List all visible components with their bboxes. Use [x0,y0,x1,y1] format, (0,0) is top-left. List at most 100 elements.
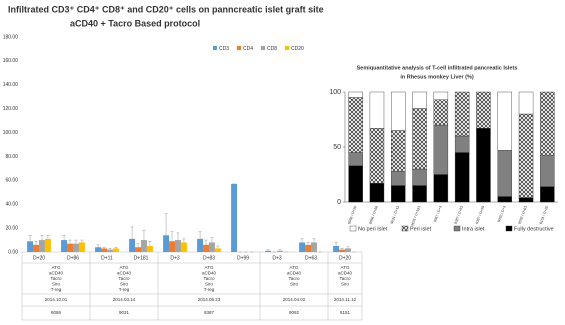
bar [197,238,204,252]
bar-segment [348,152,363,166]
error-bar [334,242,338,247]
bar [146,246,153,252]
error-bar [164,213,168,236]
bar-segment [518,91,534,115]
bar [180,242,187,252]
bar [44,238,51,252]
x-tick-label: D+3 [170,255,180,261]
y-tick-label: 50 [333,144,341,151]
bar [163,235,170,252]
group-protocol: Tacro [203,276,215,281]
error-bar [142,230,146,241]
error-bar [40,235,44,241]
error-bar [312,238,316,243]
bar [214,248,221,252]
bar [78,242,85,252]
legend-swatch [453,225,461,232]
bar-segment [391,91,406,131]
y-tick-label: 0 [337,199,341,206]
error-bar [216,245,220,249]
bar [175,240,181,252]
group-id: 8151 [340,310,351,315]
legend-swatch [213,46,217,50]
bar [345,248,351,252]
x-tick-label: D+20 [339,255,351,261]
bar [203,244,209,252]
chart-title: Infiltrated CD3⁺ CD4⁺ CD8⁺ and CD20⁺ cel… [8,4,324,14]
bar [112,248,119,252]
error-bar [80,239,84,243]
x-tick-label: 8086 / D+86 [368,205,378,224]
group-protocol: Tacro [118,276,130,281]
bar [209,242,215,252]
x-tick-label: 9387 / D+99 [475,205,485,224]
bar [305,244,311,252]
y-tick-label: 60.00 [5,178,18,184]
x-tick-label: 9387 / D+83 [454,205,464,224]
legend-label: Intra islet [462,226,485,232]
y-tick-label: 80.00 [5,154,18,160]
y-tick-label: 0.00 [8,249,18,255]
group-protocol: aCD40 [338,271,353,276]
error-bar [266,249,270,251]
bar [33,244,39,252]
x-tick-label: D+86 [67,255,79,261]
x-tick-label: 9092 / D+63 [518,205,528,224]
bar [311,242,317,252]
bar-segment [412,185,427,203]
group-protocol: Tacro [339,276,351,281]
bar-segment [412,108,427,170]
bar [299,242,306,252]
error-bar [28,235,32,242]
bar [101,248,107,252]
y-tick-label: 100.00 [3,130,19,136]
group-protocol: ATG [205,265,214,270]
bar [61,240,68,252]
group-protocol: Siro [341,282,349,287]
bar-segment [391,185,406,203]
group-protocol: aCD40 [202,271,217,276]
error-bar [62,235,66,241]
legend-label: CD8 [267,46,277,52]
bar [67,243,73,252]
group-id: 9031 [119,310,130,315]
legend-swatch [237,46,241,50]
bar [231,183,238,252]
error-bar [278,249,282,251]
error-bar [96,244,100,248]
group-protocol: Siro [52,282,60,287]
error-bar [114,246,118,249]
group-protocol: aCD40 [49,271,64,276]
error-bar [102,246,106,249]
group-date: 2014.06.23 [198,297,221,302]
y-tick-label: 20.00 [5,225,18,231]
group-protocol: Tacro [50,276,62,281]
y-tick-label: 140.00 [3,82,19,88]
error-bar [136,243,140,248]
legend-swatch [349,225,357,232]
bar-segment [433,124,449,175]
bar [141,240,147,252]
bar [333,246,340,252]
error-bar [130,226,134,239]
error-bar [176,232,180,241]
y-tick-label: 160.00 [3,58,19,64]
bar-segment [391,130,406,172]
chart-subtitle: aCD40 + Tacro Based protocol [70,18,200,28]
error-bar [108,248,112,250]
group-protocol: Tacro [288,276,300,281]
bar-segment [497,91,512,151]
error-bar [346,245,350,249]
bar [73,243,79,252]
bar-segment [369,183,385,203]
group-date: 2014.10.01 [45,297,68,302]
group-protocol: T-reg [119,287,130,292]
bar-segment [412,168,427,186]
error-bar [340,248,344,250]
bar-segment [412,91,427,109]
x-tick-label: 8086 / D+20 [347,205,357,224]
error-bar [148,241,152,247]
x-tick-label: 8151 / D+20 [539,205,549,224]
error-bar [68,239,72,244]
